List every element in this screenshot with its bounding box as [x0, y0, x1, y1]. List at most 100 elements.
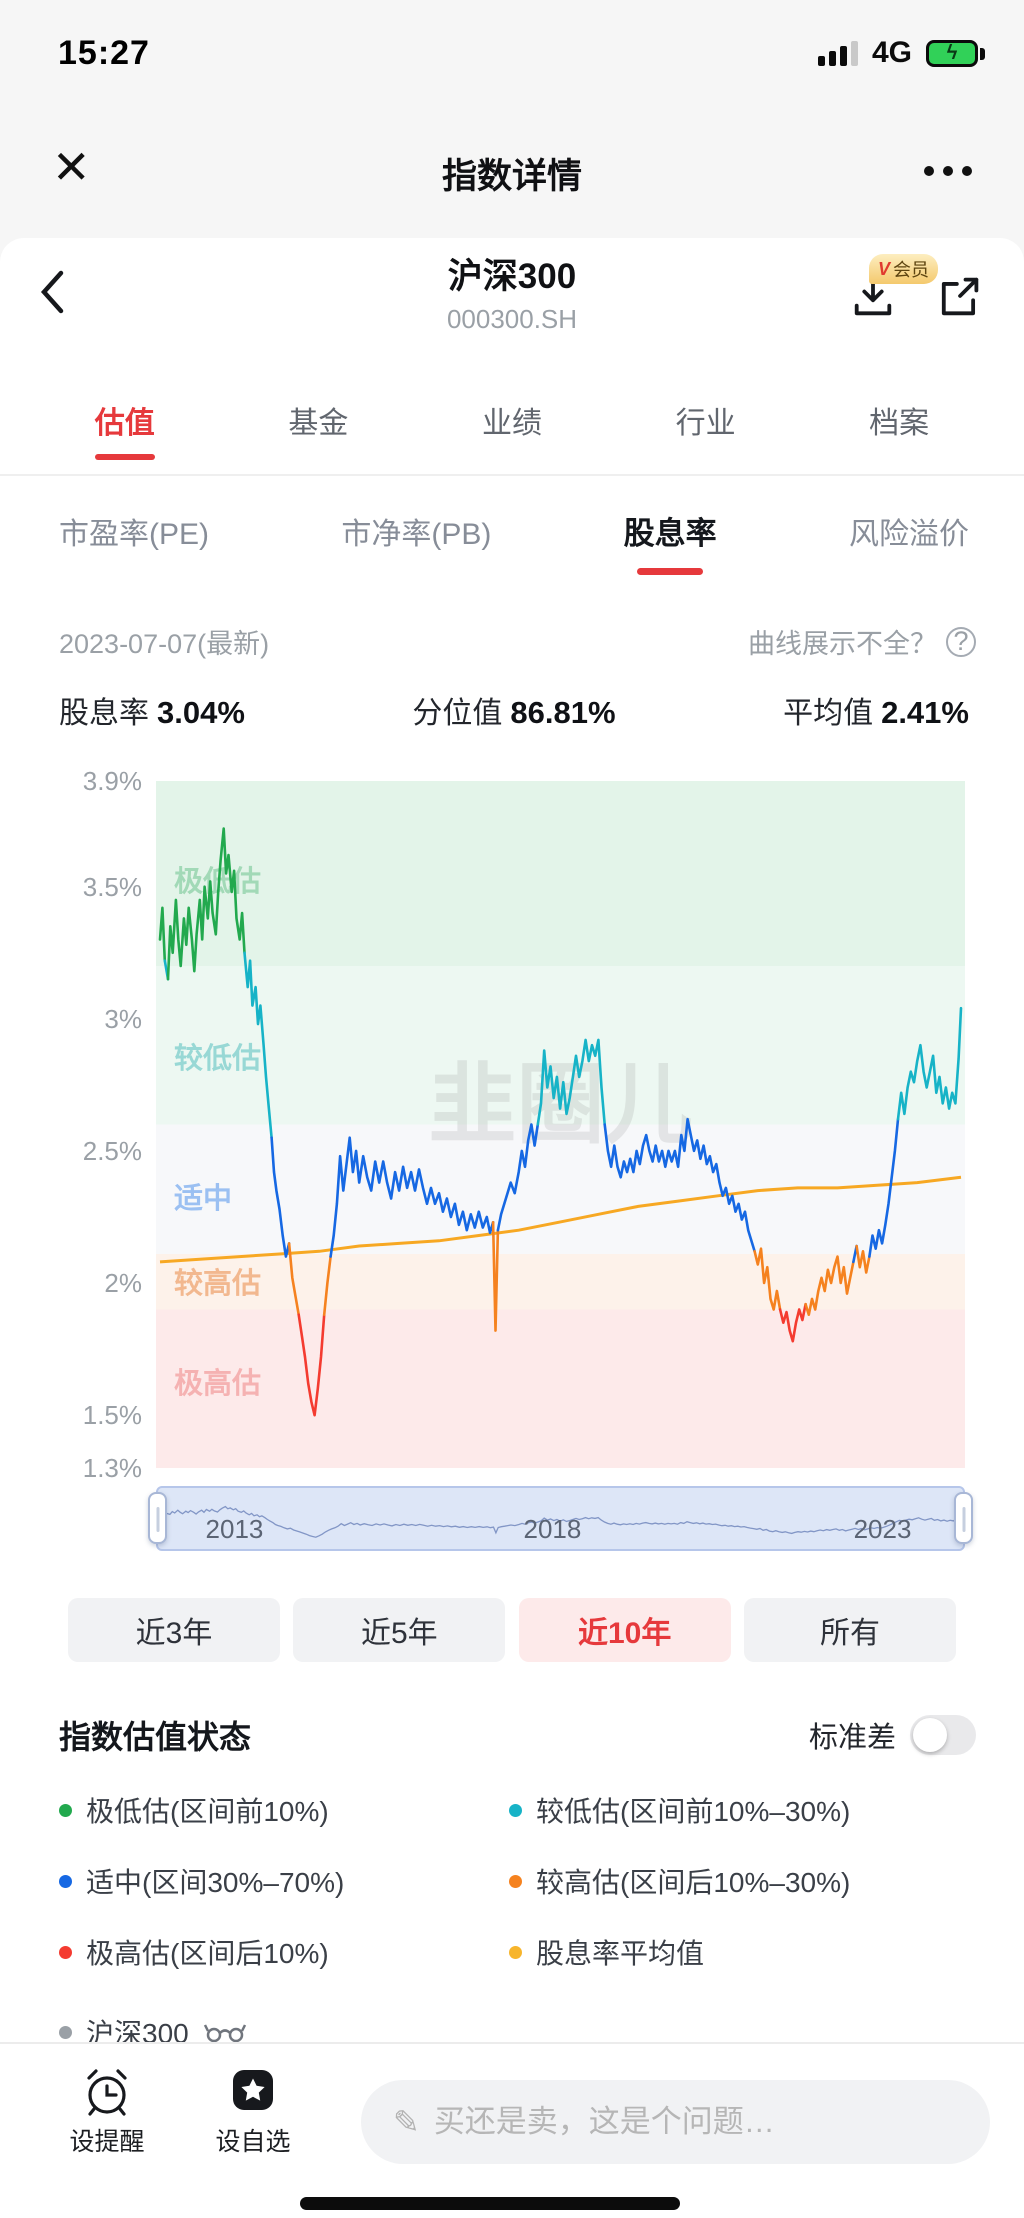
stat-value: 86.81%: [510, 695, 616, 730]
add-watchlist-button[interactable]: 设自选: [198, 2064, 308, 2158]
legend-high: 较高估(区间后10%–30%): [509, 1861, 988, 1901]
question-input[interactable]: [433, 2104, 958, 2140]
charging-bolt-icon: ϟ: [946, 42, 958, 64]
legend-average-line: 股息率平均值: [509, 1932, 988, 1972]
y-axis-label: 3.5%: [82, 871, 142, 902]
time-range-slider[interactable]: 2013 2018 2023: [148, 1486, 973, 1551]
legend-dot: [509, 1803, 522, 1817]
chevron-left-icon: [40, 270, 64, 314]
tab-funds[interactable]: 基金: [282, 392, 354, 468]
watchlist-label: 设自选: [215, 2128, 291, 2156]
legend-low: 较低估(区间前10%–30%): [509, 1790, 988, 1830]
status-bar: 15:27 4G ϟ: [0, 0, 1024, 92]
pencil-icon: ✎: [393, 2104, 420, 2140]
stat-value: 2.41%: [881, 695, 969, 730]
y-axis-label: 3%: [104, 1003, 142, 1034]
stat-value: 3.04%: [157, 695, 245, 730]
reminder-label: 设提醒: [69, 2128, 145, 2156]
cellular-signal-icon: [817, 40, 858, 66]
legend-dot: [59, 1803, 72, 1817]
slider-sparkline: [161, 1505, 960, 1538]
more-button[interactable]: [924, 166, 972, 176]
range-5y-button[interactable]: 近5年: [293, 1598, 506, 1662]
section-title: 指数估值状态: [59, 1719, 252, 1755]
std-dev-label: 标准差: [808, 1722, 896, 1754]
range-button-row: 近3年 近5年 近10年 所有: [68, 1598, 956, 1662]
curve-incomplete-hint[interactable]: 曲线展示不全？ ?: [748, 622, 976, 661]
stat-average: 平均值 2.41%: [783, 695, 969, 730]
tab-industry[interactable]: 行业: [670, 392, 742, 468]
index-code: 000300.SH: [446, 304, 578, 334]
dividend-yield-chart: 3.9% 3.5% 3% 2.5% 2% 1.5% 1.3% 韭圈儿 极低估 较低估 适中 较高估极…: [0, 766, 1024, 1561]
more-icon: [924, 166, 934, 176]
download-button[interactable]: V 会员: [848, 254, 938, 325]
x-axis-year-label: 2013: [205, 1514, 264, 1544]
valuation-legend: 极低估(区间前10%) 较低估(区间前10%–30%) 适中(区间30%–70%…: [59, 1790, 988, 1972]
alarm-clock-icon: [87, 2069, 127, 2116]
legend-moderate: 适中(区间30%–70%): [59, 1861, 509, 1901]
stat-dividend-yield: 股息率 3.04%: [59, 695, 245, 730]
legend-dot: [59, 1874, 72, 1888]
y-axis-label: 2%: [104, 1268, 142, 1299]
legend-dot: [59, 1945, 72, 1959]
vip-badge: V 会员: [868, 254, 938, 284]
subtab-pb[interactable]: 市净率(PB): [341, 508, 491, 575]
set-reminder-button[interactable]: 设提醒: [52, 2064, 162, 2158]
tab-bar: 估值 基金 业绩 行业 档案: [28, 392, 996, 464]
std-dev-toggle[interactable]: [910, 1715, 976, 1755]
legend-dot: [509, 1874, 522, 1888]
divider: [0, 474, 1024, 476]
latest-date: 2023-07-07(最新): [59, 629, 270, 659]
visibility-glasses-icon: [203, 2024, 246, 2043]
stats-row: 股息率 3.04% 分位值 86.81% 平均值 2.41%: [59, 688, 969, 732]
tab-performance[interactable]: 业绩: [476, 392, 548, 468]
y-axis-label: 2.5%: [82, 1135, 142, 1166]
y-axis-label: 1.5%: [82, 1400, 142, 1431]
zone-label: 较低估: [174, 1041, 261, 1075]
meta-row: 2023-07-07(最新) 曲线展示不全？ ?: [59, 622, 976, 661]
home-indicator[interactable]: [300, 2197, 680, 2210]
x-axis-year-label: 2023: [853, 1514, 912, 1544]
tab-profile[interactable]: 档案: [863, 392, 935, 468]
y-axis-label: 3.9%: [82, 766, 142, 796]
nav-bar: ✕ 指数详情: [0, 118, 1024, 230]
legend-extreme-high: 极高估(区间后10%): [59, 1932, 509, 1972]
bottom-action-bar: 设提醒 设自选 ✎: [0, 2042, 1024, 2218]
subtab-risk-premium[interactable]: 风险溢价: [849, 508, 969, 575]
slider-handle-right[interactable]: [954, 1492, 973, 1544]
vip-label: 会员: [893, 260, 929, 280]
slider-handle-left[interactable]: [148, 1492, 167, 1544]
zone-label: 较高估: [174, 1266, 261, 1300]
metric-tab-bar: 市盈率(PE) 市净率(PB) 股息率 风险溢价: [59, 508, 969, 575]
zone-label: 适中: [174, 1182, 232, 1215]
curve-hint-text: 曲线展示不全？: [748, 629, 937, 659]
more-icon: [943, 166, 953, 176]
stat-percentile: 分位值 86.81%: [412, 695, 616, 730]
range-10y-button[interactable]: 近10年: [518, 1598, 731, 1662]
battery-cap: [980, 47, 985, 60]
share-icon: [941, 277, 979, 316]
page-title: 指数详情: [441, 157, 582, 196]
valuation-section-header: 指数估值状态 标准差: [59, 1712, 976, 1758]
range-all-button[interactable]: 所有: [743, 1598, 956, 1662]
star-badge-icon: [233, 2070, 273, 2110]
zone-label: 极高估: [174, 1367, 261, 1400]
index-name: 沪深300: [447, 257, 577, 296]
vip-mark: V: [877, 258, 890, 279]
more-icon: [962, 166, 972, 176]
network-type-label: 4G: [871, 36, 912, 69]
range-3y-button[interactable]: 近3年: [68, 1598, 280, 1662]
status-time: 15:27: [58, 33, 150, 72]
share-button[interactable]: [934, 272, 984, 325]
close-button[interactable]: ✕: [52, 141, 91, 193]
subtab-dividend-yield[interactable]: 股息率: [624, 508, 717, 575]
question-input-wrapper[interactable]: ✎: [361, 2080, 990, 2164]
help-icon: ?: [946, 626, 976, 657]
back-button[interactable]: [38, 268, 66, 319]
legend-extreme-low: 极低估(区间前10%): [59, 1790, 509, 1830]
subtab-pe[interactable]: 市盈率(PE): [59, 508, 209, 575]
tab-valuation[interactable]: 估值: [89, 392, 161, 468]
legend-dot: [59, 2025, 72, 2039]
